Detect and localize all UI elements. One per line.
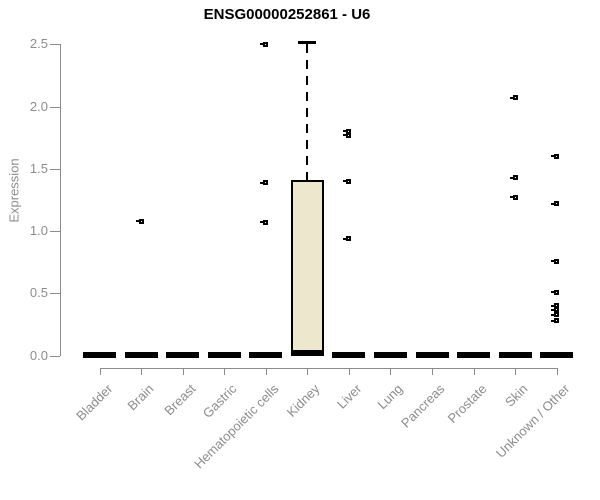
x-tick [224, 369, 226, 376]
y-tick-label: 0.0 [29, 347, 48, 363]
outlier-point [135, 218, 144, 224]
outlier-point [260, 219, 269, 225]
x-tick [515, 369, 517, 376]
boxplot-collapsed-box [540, 352, 574, 358]
outlier-point [551, 258, 560, 264]
x-tick [473, 369, 475, 376]
outlier-point [551, 201, 560, 207]
outlier-point [343, 132, 352, 138]
boxplot-collapsed-box [415, 352, 449, 358]
x-tick [99, 369, 101, 376]
outlier-point [551, 289, 560, 295]
boxplot-collapsed-box [83, 352, 117, 358]
y-tick-label: 1.5 [29, 160, 48, 176]
median-line [290, 350, 324, 357]
outlier-point [509, 194, 518, 200]
outlier-point [551, 312, 560, 318]
y-axis-line [60, 44, 61, 356]
x-tick [556, 369, 558, 376]
boxplot-collapsed-box [457, 352, 491, 358]
boxplot-box [290, 180, 324, 356]
outlier-point [551, 153, 560, 159]
x-tick [390, 369, 392, 376]
boxplot-collapsed-box [498, 352, 532, 358]
x-tick [182, 369, 184, 376]
y-tick [50, 355, 60, 357]
outlier-point [260, 180, 269, 186]
whisker-cap [298, 40, 317, 44]
x-tick [307, 369, 309, 376]
boxplot-collapsed-box [124, 352, 158, 358]
boxplot-collapsed-box [332, 352, 366, 358]
outlier-point [509, 175, 518, 181]
x-tick [141, 369, 143, 376]
whisker-line [306, 43, 309, 181]
y-tick [50, 168, 60, 170]
x-tick [432, 369, 433, 376]
y-tick [50, 293, 60, 295]
outlier-point [343, 236, 352, 242]
x-axis-line [99, 368, 558, 370]
outlier-point [509, 95, 518, 101]
chart-title: ENSG00000252861 - U6 [203, 6, 371, 23]
boxplot-collapsed-box [249, 352, 283, 358]
y-tick [50, 106, 60, 108]
outlier-point [551, 318, 560, 324]
x-tick [348, 369, 350, 376]
y-tick-label: 0.5 [29, 285, 48, 301]
boxplot-collapsed-box [166, 352, 200, 358]
boxplot-collapsed-box [373, 352, 407, 358]
x-tick [265, 369, 267, 376]
y-tick-label: 2.5 [29, 36, 48, 52]
y-tick [50, 44, 60, 46]
y-tick-label: 2.0 [29, 98, 48, 114]
outlier-point [343, 178, 352, 184]
y-tick [50, 231, 60, 233]
outlier-point [260, 41, 269, 47]
y-tick-label: 1.0 [29, 223, 48, 239]
boxplot-collapsed-box [207, 352, 241, 358]
outlier-point [551, 307, 560, 313]
